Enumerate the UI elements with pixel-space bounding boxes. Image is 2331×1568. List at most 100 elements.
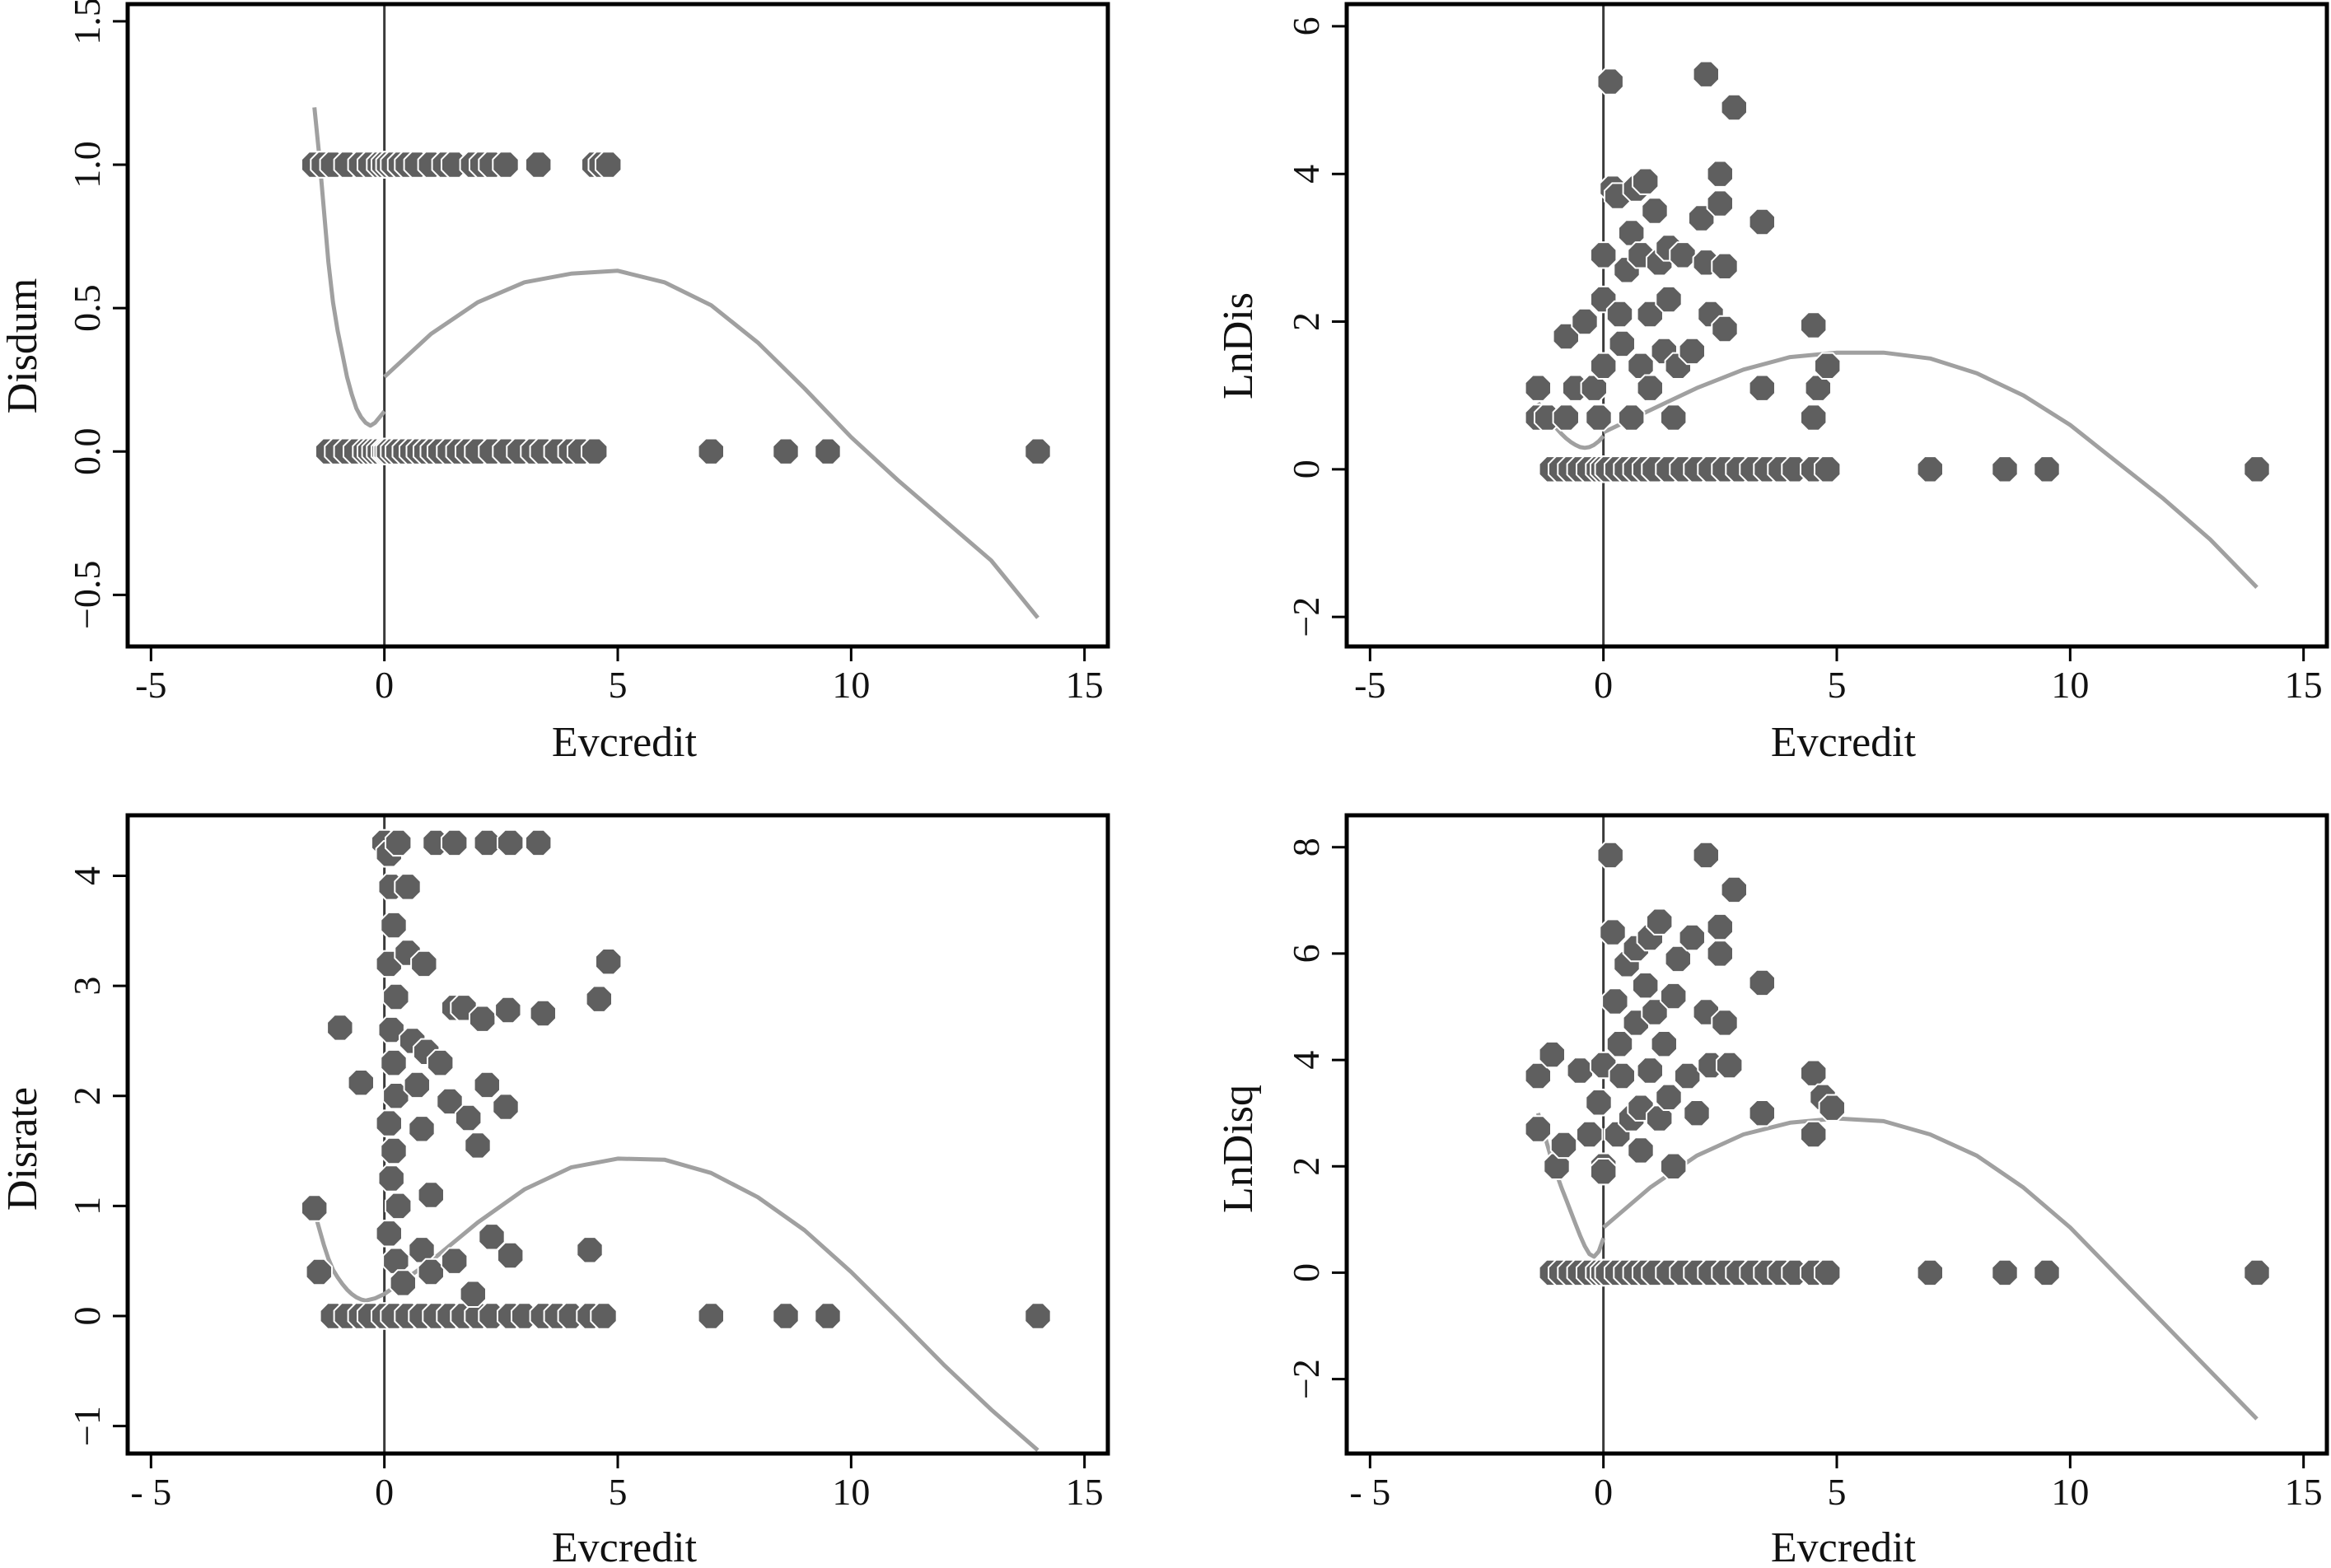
scatter-point: [301, 1194, 329, 1222]
scatter-point: [377, 1015, 405, 1044]
scatter-point: [377, 1164, 405, 1192]
scatter-point: [1692, 841, 1720, 870]
x-tick-label: 0: [375, 664, 394, 706]
scatter-point: [525, 828, 553, 857]
scatter-point: [1660, 404, 1688, 432]
scatter-point: [1748, 374, 1776, 402]
y-axis-title-lndisq: LnDisq: [1215, 1085, 1262, 1213]
x-tick-label: 15: [2285, 664, 2323, 706]
scatter-point: [427, 1048, 455, 1077]
scatter-point: [441, 1247, 469, 1275]
scatter-point: [581, 437, 609, 465]
scatter-point: [772, 1302, 800, 1330]
scatter-point: [1590, 352, 1618, 380]
scatter-point: [1646, 908, 1674, 936]
scatter-point: [1711, 315, 1739, 343]
scatter-point: [1711, 252, 1739, 280]
scatter-point: [464, 1132, 492, 1160]
scatter-point: [473, 1071, 501, 1099]
x-axis-title-disrate: Evcredit: [552, 1524, 698, 1568]
scatter-point: [1655, 1083, 1683, 1111]
scatter-point: [417, 1181, 445, 1209]
scatter-point: [1818, 1094, 1846, 1122]
y-tick-label: −1: [66, 1406, 108, 1446]
scatter-point: [1660, 982, 1688, 1010]
y-tick-label: 6: [1285, 16, 1327, 35]
scatter-point: [1800, 1120, 1828, 1149]
plot-frame: [1344, 2, 2329, 649]
scatter-point: [1814, 1258, 1842, 1287]
scatter-point: [2243, 455, 2271, 483]
plot-area-lndisq: - 5 0 5 10 15 −2 0 2 4 6 8: [1285, 813, 2329, 1513]
scatter-point: [410, 950, 438, 978]
fitted-curve-right: [1602, 350, 2259, 590]
y-tick-label: −2: [1285, 1359, 1327, 1399]
y-tick-label: 2: [1285, 1157, 1327, 1176]
scatter-point: [1706, 940, 1734, 968]
scatter-point: [408, 1115, 436, 1143]
scatter-point: [494, 996, 522, 1024]
scatter-point: [375, 1220, 403, 1248]
scatter-point: [814, 1302, 842, 1330]
y-tick-label: 2: [66, 1086, 108, 1105]
y-tick-label: −2: [1285, 597, 1327, 637]
x-tick-label: 10: [2051, 664, 2089, 706]
panel-disrate: - 5 0 5 10 15 −1 0 1 2 3 4 Evcredit Disrate: [0, 813, 1110, 1568]
scatter-point: [1636, 374, 1664, 402]
scatter-point: [1024, 1302, 1052, 1330]
scatter-point: [1748, 1099, 1776, 1127]
scatter-point: [473, 828, 501, 857]
scatter-point: [595, 151, 623, 179]
x-tick-label: -5: [1354, 664, 1385, 706]
scatter-point: [347, 1069, 375, 1097]
x-tick-label: 15: [1066, 1471, 1104, 1513]
y-tick-label: 0.5: [66, 284, 108, 332]
scatter-point: [576, 1236, 604, 1264]
x-tick-label: 10: [832, 664, 870, 706]
scatter-point: [380, 911, 408, 940]
scatter-point: [2033, 455, 2061, 483]
scatter-point: [1800, 404, 1828, 432]
x-axis-title-lndis: Evcredit: [1771, 719, 1917, 766]
fitted-curve-left: [312, 1211, 385, 1303]
scatter-point: [1720, 875, 1748, 904]
x-axis-title-lndisq: Evcredit: [1771, 1524, 1917, 1568]
y-tick-label: 4: [1285, 165, 1327, 184]
y-tick-label: 0.0: [66, 427, 108, 475]
scatter-point: [478, 1223, 506, 1251]
y-tick-label: 3: [66, 977, 108, 996]
scatter-point: [403, 1071, 431, 1099]
scatter-point: [590, 1302, 618, 1330]
x-tick-label: 10: [2051, 1471, 2089, 1513]
x-tick-label: 15: [2285, 1471, 2323, 1513]
scatter-point: [1580, 374, 1608, 402]
scatter-point: [1916, 1258, 1944, 1287]
scatter-point: [1678, 923, 1706, 952]
y-axis-title-lndis: LnDis: [1215, 292, 1262, 399]
scatter-point: [1618, 404, 1646, 432]
scatter-point: [1669, 241, 1697, 269]
scatter-point: [1524, 374, 1552, 402]
scatter-point: [585, 985, 613, 1013]
scatter-point: [1590, 1158, 1618, 1186]
scatter-point: [1650, 1030, 1678, 1058]
scatter-point: [1566, 1057, 1594, 1085]
scatter-point: [1552, 404, 1580, 432]
scatter-point: [2243, 1258, 2271, 1287]
scatter-point: [1585, 404, 1613, 432]
x-tick-label: 15: [1066, 664, 1104, 706]
x-tick-label: 5: [1828, 664, 1847, 706]
scatter-point: [525, 151, 553, 179]
scatter-point: [1576, 1120, 1604, 1149]
plot-area-disdum: -5 0 5 10 15 −0.5 0.0 0.5 1.0 1.5: [66, 0, 1110, 706]
scatter-point: [1599, 918, 1627, 946]
y-axis-title-disdum: Disdum: [0, 278, 46, 414]
scatter-point: [814, 437, 842, 465]
fitted-curve-left: [312, 107, 386, 428]
scatter-point: [441, 828, 469, 857]
scatter-point: [1814, 455, 1842, 483]
y-tick-label: 0: [1285, 1263, 1327, 1282]
scatter-point: [1916, 455, 1944, 483]
y-tick-label: 4: [66, 866, 108, 885]
plot-frame: [125, 813, 1110, 1456]
